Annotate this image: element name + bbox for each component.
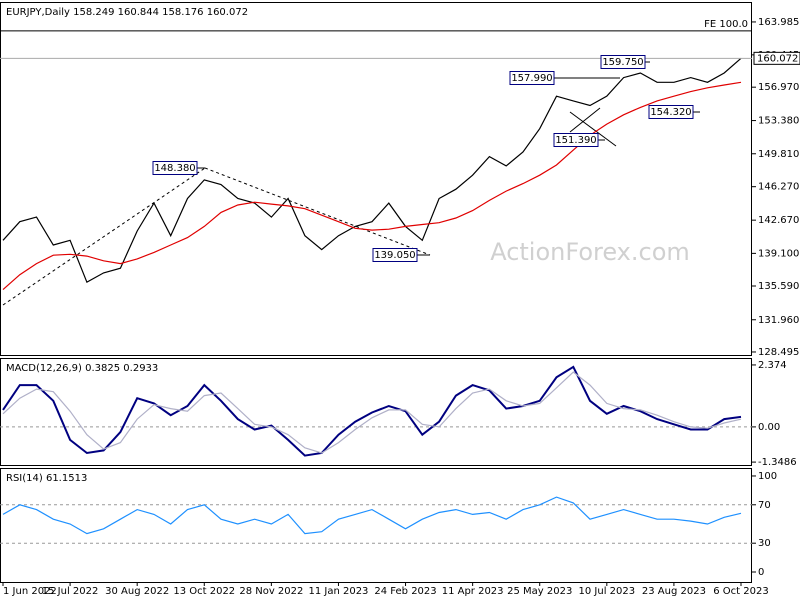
annotation-label: 159.750	[602, 57, 643, 68]
x-tick-label: 10 Jul 2023	[579, 586, 636, 597]
y-tick-label: 149.810	[758, 149, 799, 160]
trend-line	[2, 167, 206, 306]
series-line	[2, 365, 742, 457]
panel-title: MACD(12,26,9) 0.3825 0.2933	[6, 363, 158, 374]
x-tick-label: 15 Jul 2022	[42, 586, 99, 597]
y-tick-label: 30	[758, 538, 771, 549]
y-tick-label: 0	[758, 567, 764, 578]
x-tick-label: 1 Jun 2022	[3, 586, 57, 597]
annotation-box	[152, 161, 198, 175]
y-tick-label: 156.970	[758, 82, 799, 93]
y-tick-label: 100	[758, 471, 777, 482]
last-price-label: 160.072	[757, 53, 798, 64]
fe-label: FE 100.0	[704, 19, 748, 30]
series-line	[2, 81, 742, 291]
annotation-label: 139.050	[374, 250, 415, 261]
annotation-label: 157.990	[511, 73, 552, 84]
annotation-box	[372, 248, 418, 262]
y-tick-label: 146.270	[758, 182, 799, 193]
y-tick-label: 70	[758, 500, 771, 511]
projection-line	[569, 111, 617, 147]
y-tick-label: 128.495	[758, 347, 799, 358]
y-tick-label: 153.380	[758, 116, 799, 127]
panel-frame	[0, 468, 752, 583]
x-tick-label: 24 Feb 2023	[374, 586, 436, 597]
annotation-label: 154.320	[650, 107, 691, 118]
x-tick-label: 23 Aug 2023	[642, 586, 706, 597]
x-tick-label: 30 Aug 2022	[105, 586, 169, 597]
x-tick-label: 11 Jan 2023	[308, 586, 368, 597]
x-tick-label: 6 Oct 2023	[713, 586, 768, 597]
panel-frame	[0, 358, 752, 466]
panel-title: EURJPY,Daily 158.249 160.844 158.176 160…	[6, 7, 248, 18]
last-price-box	[753, 51, 800, 65]
y-tick-label: 2.374	[758, 360, 787, 371]
y-tick-label: -1.3486	[758, 457, 797, 468]
y-tick-label: 142.670	[758, 215, 799, 226]
panel-frame	[0, 2, 752, 356]
watermark: ActionForex.com	[490, 238, 690, 266]
trend-line	[204, 167, 431, 256]
series-line	[2, 496, 742, 535]
y-tick-label: 135.590	[758, 281, 799, 292]
x-tick-label: 25 May 2023	[507, 586, 572, 597]
x-tick-label: 28 Nov 2022	[239, 586, 303, 597]
annotation-label: 151.390	[555, 135, 596, 146]
x-tick-label: 13 Oct 2022	[173, 586, 235, 597]
annotation-box	[553, 133, 599, 147]
y-tick-label: 0.00	[758, 422, 780, 433]
series-line	[2, 371, 742, 454]
y-tick-label: 131.960	[758, 315, 799, 326]
x-tick-label: 11 Apr 2023	[442, 586, 504, 597]
annotation-box	[509, 71, 555, 85]
panel-title: RSI(14) 61.1513	[6, 473, 87, 484]
projection-line	[569, 107, 601, 133]
annotation-box	[648, 105, 694, 119]
series-line	[2, 57, 742, 284]
y-tick-label: 139.100	[758, 248, 799, 259]
y-tick-label: 163.985	[758, 17, 799, 28]
annotation-label: 148.380	[154, 163, 195, 174]
annotation-box	[600, 55, 646, 69]
